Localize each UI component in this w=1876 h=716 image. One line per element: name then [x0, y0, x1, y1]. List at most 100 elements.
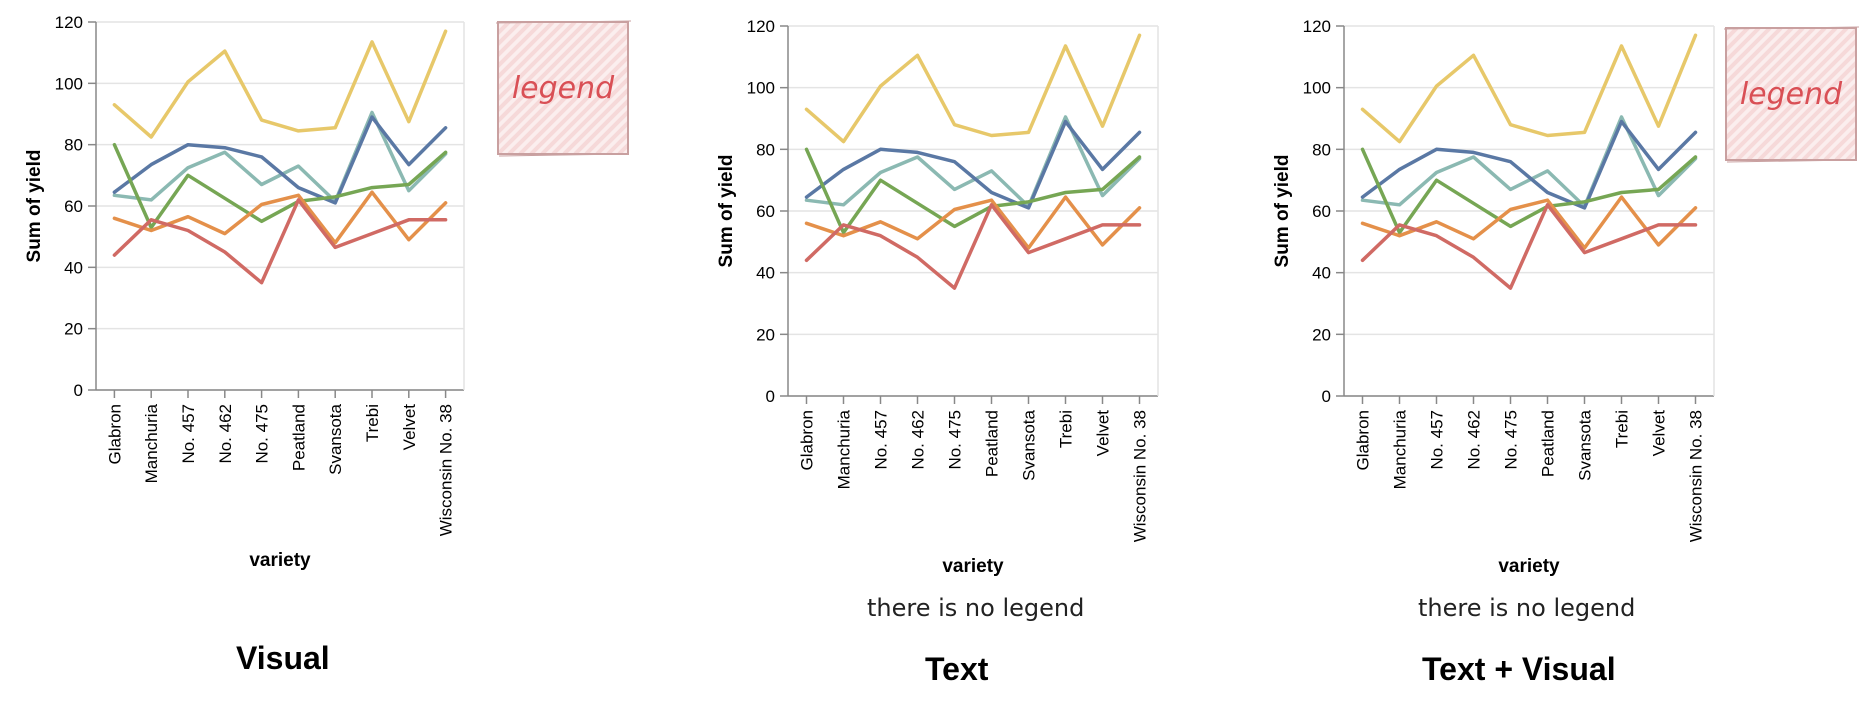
hatch-line	[1726, 28, 1772, 75]
hatch-line	[1858, 28, 1876, 160]
hatch-line	[584, 109, 628, 154]
y-tick-label: 100	[55, 74, 83, 93]
y-axis-title: Sum of yield	[716, 155, 737, 268]
y-tick-label: 0	[1322, 387, 1331, 406]
no-legend-note: there is no legend	[1418, 594, 1636, 622]
series-line	[1360, 119, 1698, 210]
x-tick-label: No. 462	[909, 410, 928, 470]
legend-placeholder-box: legend	[1723, 26, 1876, 163]
panel-text-visual: 0 20 40 60 80 100 120 Glabron Manchuria No. 457 No…	[1212, 0, 1876, 716]
x-tick-label: Trebi	[1613, 410, 1632, 448]
y-tick-label: 60	[1312, 202, 1331, 221]
y-axis-title: Sum of yield	[24, 150, 45, 263]
panel-caption: Text + Visual	[1422, 651, 1616, 687]
x-axis-ticks: Glabron Manchuria No. 457 No. 462 No. 475 Pea…	[798, 396, 1150, 542]
y-tick-label: 40	[1312, 264, 1331, 283]
x-tick-label: Glabron	[1354, 410, 1373, 470]
x-tick-label: No. 475	[1502, 410, 1521, 470]
hatch-line	[498, 22, 566, 91]
y-tick-label: 100	[747, 79, 775, 98]
y-tick-label: 40	[64, 258, 83, 277]
series-line	[804, 147, 1142, 235]
hatch-line	[1757, 60, 1856, 160]
series-lines	[112, 29, 448, 285]
hatch-line	[573, 98, 628, 154]
series-lines	[804, 33, 1142, 290]
y-tick-label: 60	[64, 197, 83, 216]
series-line	[1360, 203, 1698, 290]
hatch-line	[1726, 28, 1838, 141]
no-legend-note: there is no legend	[867, 594, 1085, 622]
line-chart-text-visual: 0 20 40 60 80 100 120 Glabron Manchuria No. 457 No…	[1272, 17, 1876, 577]
x-tick-label: Trebi	[1057, 410, 1076, 448]
hatch-line	[1823, 126, 1856, 160]
hatch-line	[498, 22, 628, 154]
series-line	[1360, 195, 1698, 250]
x-axis-ticks: Glabron Manchuria No. 457 No. 462 No. 475 Pea…	[105, 390, 456, 536]
hatch-line	[551, 76, 628, 154]
x-tick-label: Manchuria	[142, 403, 161, 483]
x-tick-label: Peatland	[1539, 410, 1558, 477]
series-line	[804, 203, 1142, 290]
series-line	[1360, 115, 1698, 209]
hatch-line	[630, 22, 640, 154]
x-axis-title: variety	[942, 556, 1004, 577]
hatch-line	[1768, 71, 1856, 160]
hatch-line	[518, 43, 628, 154]
series-line	[1360, 33, 1698, 144]
hatch-line	[1812, 115, 1856, 160]
hatch-line	[1726, 28, 1856, 160]
legend-sketch-stroke	[1723, 26, 1860, 30]
y-tick-label: 40	[756, 264, 775, 283]
legend-placeholder-box: legend	[495, 20, 640, 157]
panel-text: 0 20 40 60 80 100 120 Glabron Manchuria No. 457 No…	[660, 0, 1260, 716]
legend-hatching	[1726, 28, 1876, 160]
y-tick-label: 100	[1303, 79, 1331, 98]
hatch-line	[498, 22, 599, 124]
x-tick-label: No. 475	[946, 410, 965, 470]
hatch-line	[1726, 28, 1794, 97]
x-tick-label: Svansota	[326, 403, 345, 474]
series-line	[804, 119, 1142, 210]
y-tick-label: 0	[74, 381, 83, 400]
hatch-line	[1869, 28, 1876, 160]
series-line	[112, 198, 448, 285]
x-tick-label: Velvet	[400, 404, 419, 451]
y-tick-label: 60	[756, 202, 775, 221]
hatch-line	[1726, 28, 1827, 130]
x-tick-label: Glabron	[105, 404, 124, 464]
series-line	[804, 195, 1142, 250]
series-line	[1360, 147, 1698, 235]
x-axis-title: variety	[1498, 556, 1560, 577]
x-tick-label: Wisconsin No. 38	[1687, 410, 1706, 542]
x-tick-label: No. 457	[179, 404, 198, 464]
y-tick-label: 20	[64, 320, 83, 339]
hatch-line	[498, 22, 555, 80]
line-chart-visual: 0 20 40 60 80 100 120 Glabron Manchuria No. 457 No…	[24, 13, 640, 571]
x-tick-label: Manchuria	[1391, 409, 1410, 489]
hatch-line	[498, 22, 621, 146]
panel-caption: Visual	[236, 640, 330, 676]
hatch-line	[507, 32, 628, 154]
legend-hatching	[498, 22, 640, 154]
hatch-line	[498, 22, 588, 113]
hatch-line	[1726, 28, 1805, 108]
y-tick-label: 80	[756, 140, 775, 159]
line-chart-text: 0 20 40 60 80 100 120 Glabron Manchuria No. 457 No…	[716, 17, 1159, 577]
x-tick-label: Velvet	[1094, 410, 1113, 457]
hatch-line	[498, 22, 544, 69]
hatch-line	[498, 22, 610, 135]
x-tick-label: Wisconsin No. 38	[1131, 410, 1150, 542]
x-tick-label: No. 457	[1428, 410, 1447, 470]
y-tick-label: 80	[64, 136, 83, 155]
legend-placeholder-label: legend	[1740, 77, 1843, 112]
y-tick-label: 120	[55, 13, 83, 32]
y-tick-label: 80	[1312, 140, 1331, 159]
y-tick-label: 120	[747, 17, 775, 36]
y-gridlines: 0 20 40 60 80 100 120	[55, 13, 464, 400]
x-tick-label: Manchuria	[835, 409, 854, 489]
legend-sketch-stroke	[495, 20, 632, 24]
hatch-line	[562, 87, 628, 154]
x-axis-ticks: Glabron Manchuria No. 457 No. 462 No. 475 Pea…	[1354, 396, 1706, 542]
x-tick-label: No. 457	[872, 410, 891, 470]
